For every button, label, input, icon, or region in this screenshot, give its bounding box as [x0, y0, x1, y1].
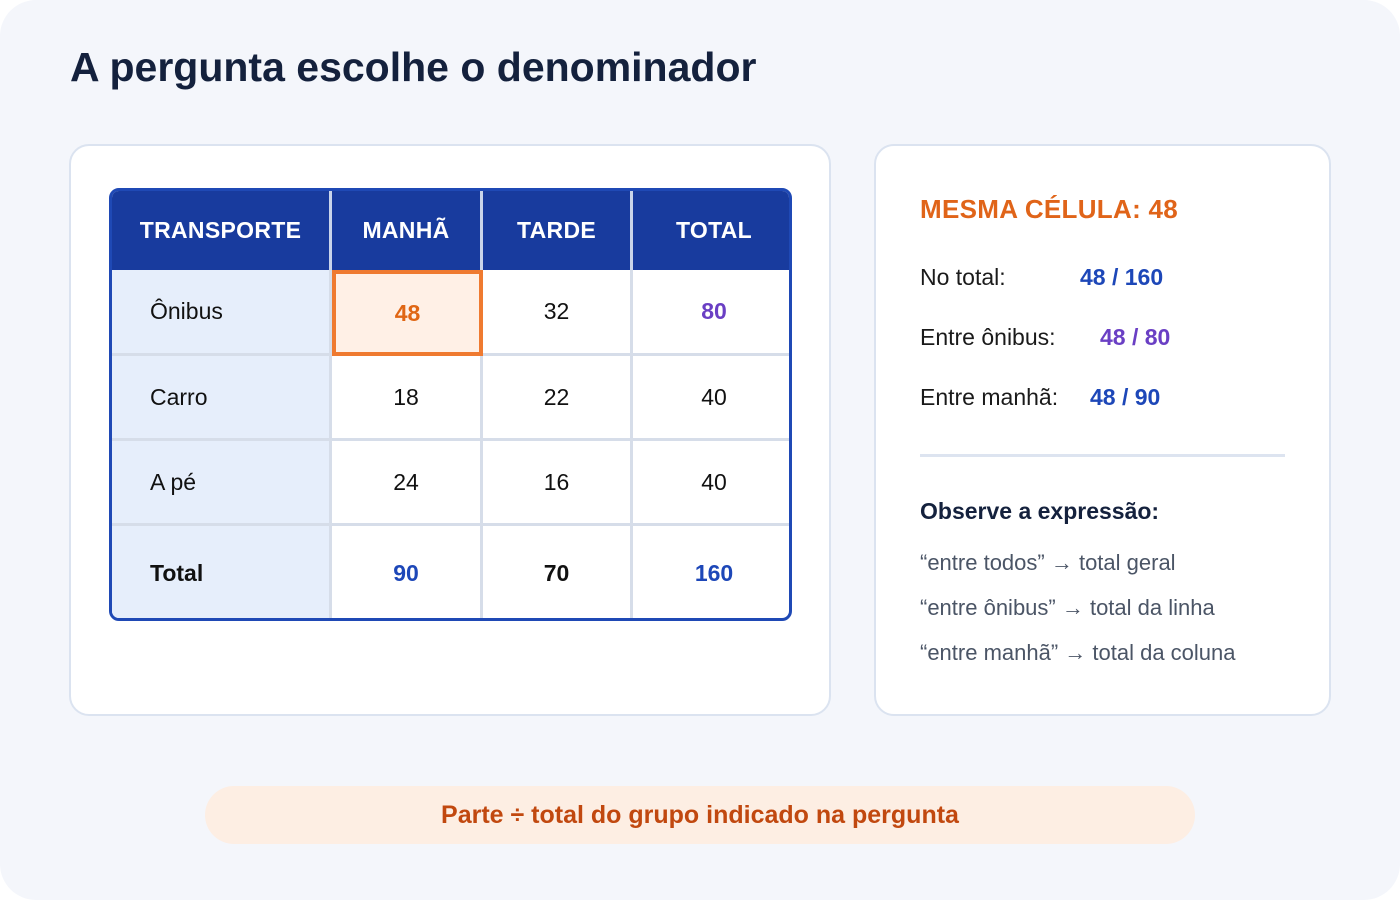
table-cell: 70	[483, 526, 633, 618]
table-total-row: Total 90 70 160	[112, 526, 789, 618]
table-header-row: TRANSPORTE MANHÃ TARDE TOTAL	[112, 191, 789, 270]
row-label-a-pe: A pé	[112, 441, 332, 526]
header-total: TOTAL	[675, 217, 753, 243]
summary-banner: Parte ÷ total do grupo indicado na pergu…	[205, 786, 1195, 844]
contingency-table: TRANSPORTE MANHÃ TARDE TOTAL Ônibus 48 3…	[109, 188, 792, 621]
ratio-label: Entre ônibus:	[920, 324, 1056, 350]
table-row: Ônibus 48 32 80	[112, 270, 789, 356]
grand-total-cell: 160	[694, 560, 734, 586]
row-label-carro: Carro	[112, 356, 332, 441]
table-cell: 18	[332, 356, 483, 441]
divider	[920, 454, 1285, 457]
ratio-line: Entre ônibus: 48 / 80	[920, 324, 1170, 351]
observe-title: Observe a expressão:	[920, 498, 1160, 524]
table-row: A pé 24 16 40	[112, 441, 789, 526]
ratio-value: 48 / 90	[1090, 384, 1161, 410]
info-heading: MESMA CÉLULA: 48	[920, 194, 1179, 224]
header-manha: MANHÃ	[332, 191, 483, 270]
ratio-label: No total:	[920, 264, 1006, 290]
ratio-label: Entre manhã:	[920, 384, 1059, 410]
highlighted-cell: 48	[332, 270, 483, 356]
ratio-value: 48 / 160	[1080, 264, 1164, 290]
table-cell: 22	[483, 356, 633, 441]
rule-line: “entre manhã” → total da coluna	[920, 640, 1236, 665]
info-card: MESMA CÉLULA: 48 No total: 48 / 160 Entr…	[874, 144, 1331, 716]
table-cell: 32	[483, 270, 633, 356]
rule-line: “entre todos” → total geral	[920, 550, 1176, 575]
table-cell: 40	[633, 356, 789, 441]
column-total-cell: 90	[332, 526, 483, 618]
ratio-line: Entre manhã: 48 / 90	[920, 384, 1160, 411]
table-cell: 40	[633, 441, 789, 526]
row-total-cell: 80	[633, 270, 789, 356]
table-cell: 16	[483, 441, 633, 526]
row-label-onibus: Ônibus	[112, 270, 332, 356]
page-title: A pergunta escolhe o denominador	[70, 44, 757, 90]
header-transporte: TRANSPORTE	[112, 191, 332, 270]
ratio-line: No total: 48 / 160	[920, 264, 1163, 291]
table-cell: 24	[332, 441, 483, 526]
row-label-total: Total	[112, 526, 332, 618]
ratio-value: 48 / 80	[1100, 324, 1171, 350]
table-row: Carro 18 22 40	[112, 356, 789, 441]
header-tarde: TARDE	[483, 191, 633, 270]
table-card: TRANSPORTE MANHÃ TARDE TOTAL Ônibus 48 3…	[69, 144, 831, 716]
rule-line: “entre ônibus” → total da linha	[920, 595, 1215, 620]
